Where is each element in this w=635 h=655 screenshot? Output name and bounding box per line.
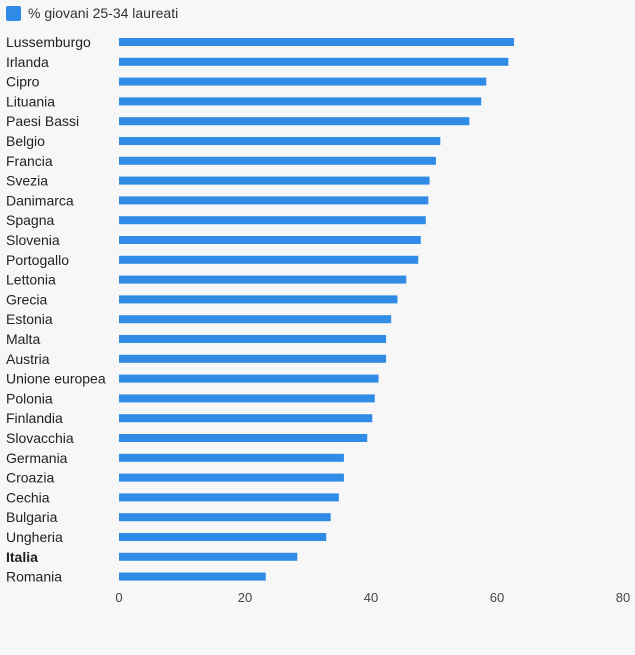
category-label-ungheria: Ungheria [6, 529, 63, 545]
bar-lussemburgo [119, 38, 515, 46]
legend-swatch [6, 5, 21, 21]
category-label-unione-europea: Unione europea [6, 371, 106, 387]
category-label-slovacchia: Slovacchia [6, 430, 74, 446]
bar-cechia [119, 493, 339, 502]
category-label-cipro: Cipro [6, 74, 40, 90]
category-label-italia: Italia [6, 549, 38, 565]
legend-label: % giovani 25-34 laureati [28, 5, 179, 21]
category-label-irlanda: Irlanda [6, 54, 49, 70]
bar-polonia [119, 394, 375, 403]
bar-lettonia [119, 275, 407, 284]
category-label-francia: Francia [6, 153, 53, 169]
bar-romania [119, 572, 266, 581]
category-label-romania: Romania [6, 569, 62, 585]
category-label-bulgaria: Bulgaria [6, 509, 58, 525]
x-tick-label-20: 20 [238, 590, 252, 605]
category-label-grecia: Grecia [6, 291, 47, 307]
category-label-estonia: Estonia [6, 311, 53, 327]
bar-croazia [119, 473, 344, 482]
x-tick-label-80: 80 [616, 590, 630, 605]
category-label-slovenia: Slovenia [6, 232, 60, 248]
bar-cipro [119, 77, 487, 86]
bar-belgio [119, 137, 441, 145]
bar-grecia [119, 295, 398, 304]
category-label-finlandia: Finlandia [6, 410, 63, 426]
category-label-germania: Germania [6, 450, 68, 466]
bar-germania [119, 453, 344, 462]
bar-lituania [119, 97, 482, 106]
bar-portogallo [119, 255, 419, 264]
bar-austria [119, 354, 387, 363]
bar-danimarca [119, 196, 429, 205]
bar-slovenia [119, 236, 421, 244]
category-label-croazia: Croazia [6, 470, 54, 486]
bar-estonia [119, 315, 392, 324]
bar-irlanda [119, 57, 509, 66]
bar-unione-europea [119, 374, 379, 383]
category-label-spagna: Spagna [6, 212, 54, 228]
legend: % giovani 25-34 laureati [6, 5, 178, 21]
bar-bulgaria [119, 513, 331, 522]
bar-francia [119, 156, 436, 165]
category-label-lettonia: Lettonia [6, 272, 56, 288]
category-label-polonia: Polonia [6, 390, 53, 406]
category-label-svezia: Svezia [6, 173, 48, 189]
category-label-lussemburgo: Lussemburgo [6, 34, 91, 50]
bar-slovacchia [119, 434, 368, 442]
bar-malta [119, 335, 387, 343]
bar-paesi-bassi [119, 117, 470, 126]
category-label-belgio: Belgio [6, 133, 45, 149]
category-label-cechia: Cechia [6, 489, 50, 505]
category-label-portogallo: Portogallo [6, 252, 69, 268]
bar-spagna [119, 216, 426, 225]
bar-svezia [119, 176, 430, 185]
bar-finlandia [119, 414, 373, 423]
bar-italia [119, 552, 298, 561]
category-label-austria: Austria [6, 351, 50, 367]
x-tick-label-40: 40 [364, 590, 378, 605]
x-tick-label-60: 60 [490, 590, 504, 605]
x-tick-label-0: 0 [115, 590, 122, 605]
category-label-paesi-bassi: Paesi Bassi [6, 113, 79, 129]
category-label-danimarca: Danimarca [6, 192, 74, 208]
category-label-malta: Malta [6, 331, 40, 347]
category-label-lituania: Lituania [6, 93, 55, 109]
bar-ungheria [119, 533, 327, 541]
